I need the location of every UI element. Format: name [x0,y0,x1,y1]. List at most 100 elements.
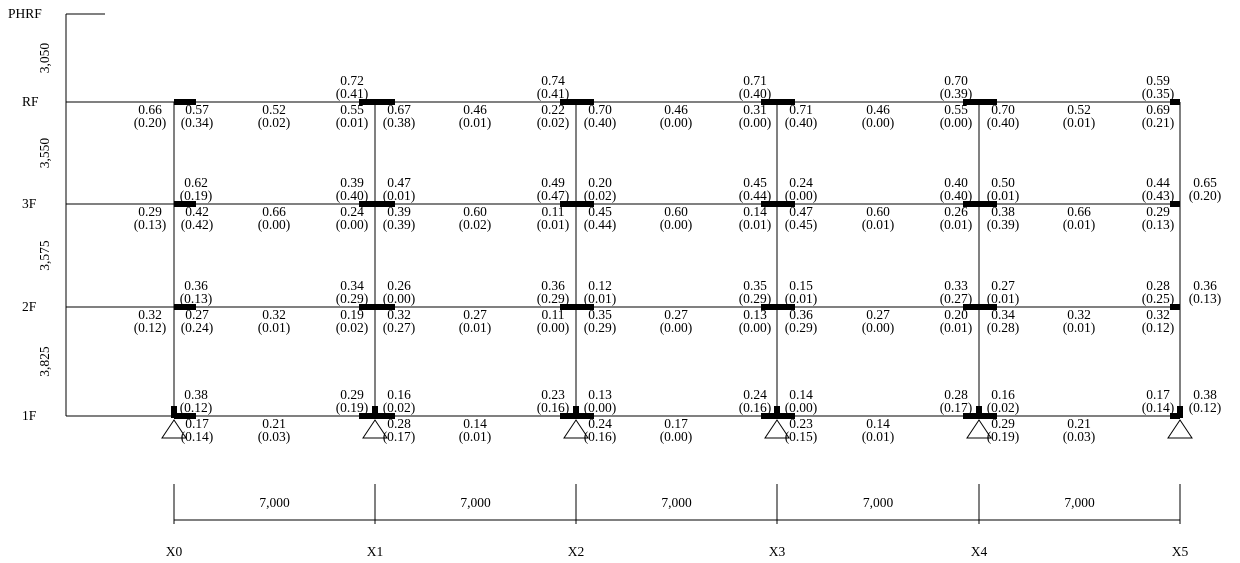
member-ratio-paren: (0.01) [862,217,895,232]
member-ratio-value: 0.59 [1146,73,1170,88]
member-ratio-value: 0.35 [743,278,767,293]
member-ratio-value: 0.69 [1146,102,1170,117]
member-ratio-paren: (0.40) [940,188,973,203]
member-ratio-value: 0.33 [944,278,968,293]
level-label: 2F [22,299,37,314]
rigid-zone-bar [560,304,594,310]
pin-support-icon [362,419,388,439]
member-ratio-paren: (0.03) [258,429,291,444]
member-ratio-paren: (0.34) [181,115,214,130]
member-ratio-paren: (0.00) [940,115,973,130]
member-ratio-paren: (0.00) [785,400,818,415]
labels: PHRFRF3F2F1F3,0503,5503,5753,8250.72(0.4… [8,6,1221,559]
member-ratio-paren: (0.01) [459,429,492,444]
member-ratio-value: 0.60 [664,204,688,219]
member-ratio-paren: (0.02) [459,217,492,232]
member-ratio-value: 0.49 [541,175,565,190]
member-ratio-value: 0.32 [1146,307,1170,322]
member-ratio-paren: (0.29) [584,320,617,335]
member-ratio-value: 0.34 [991,307,1015,322]
member-ratio-paren: (0.01) [862,429,895,444]
support-post [774,406,780,418]
rigid-zone-bar [963,304,997,310]
member-ratio-value: 0.71 [743,73,767,88]
level-label: PHRF [8,6,42,21]
member-ratio-value: 0.52 [1067,102,1091,117]
member-ratio-paren: (0.35) [1142,86,1175,101]
rigid-zone-bar [963,201,997,207]
member-ratio-paren: (0.28) [987,320,1020,335]
member-ratio-value: 0.12 [588,278,612,293]
member-ratio-paren: (0.38) [383,115,416,130]
member-ratio-value: 0.17 [664,416,688,431]
story-height-label: 3,825 [37,346,52,377]
member-ratio-value: 0.70 [944,73,968,88]
member-ratio-paren: (0.00) [660,320,693,335]
member-ratio-paren: (0.20) [1189,188,1222,203]
member-ratio-paren: (0.01) [459,115,492,130]
member-ratio-paren: (0.42) [181,217,214,232]
member-ratio-paren: (0.16) [739,400,772,415]
member-ratio-value: 0.14 [789,387,813,402]
member-ratio-paren: (0.19) [987,429,1020,444]
member-ratio-value: 0.47 [789,204,813,219]
grid-line-label: X0 [166,544,183,559]
member-ratio-paren: (0.00) [537,320,570,335]
member-ratio-value: 0.15 [789,278,813,293]
rigid-zone-bar [963,99,997,105]
level-label: 3F [22,196,37,211]
rigid-zone-bar [1170,304,1180,310]
member-ratio-value: 0.46 [866,102,890,117]
member-ratio-value: 0.23 [789,416,813,431]
member-ratio-paren: (0.25) [1142,291,1175,306]
grid-line-label: X2 [568,544,585,559]
member-ratio-paren: (0.01) [739,217,772,232]
rigid-zone-bar [761,99,795,105]
member-ratio-value: 0.24 [588,416,612,431]
member-ratio-paren: (0.01) [987,291,1020,306]
member-ratio-value: 0.29 [1146,204,1170,219]
level-label: RF [22,94,39,109]
member-ratio-value: 0.24 [743,387,767,402]
member-ratio-paren: (0.40) [987,115,1020,130]
member-ratio-paren: (0.19) [336,400,369,415]
member-ratio-paren: (0.00) [336,217,369,232]
member-ratio-value: 0.27 [991,278,1015,293]
member-ratio-paren: (0.02) [336,320,369,335]
member-ratio-paren: (0.02) [258,115,291,130]
member-ratio-paren: (0.01) [258,320,291,335]
member-ratio-value: 0.52 [262,102,286,117]
member-ratio-paren: (0.00) [584,400,617,415]
member-ratio-paren: (0.13) [180,291,213,306]
level-label: 1F [22,408,37,423]
member-ratio-value: 0.17 [185,416,209,431]
rigid-zone-bar [560,201,594,207]
member-ratio-paren: (0.17) [383,429,416,444]
rigid-zone-bar [174,413,196,419]
member-ratio-value: 0.74 [541,73,565,88]
member-ratio-value: 0.23 [541,387,565,402]
support-post [171,406,177,418]
member-ratio-value: 0.31 [743,102,767,117]
rigid-zone-bar [359,201,395,207]
rigid-zone-bar [1170,413,1180,419]
member-ratio-value: 0.24 [340,204,364,219]
member-ratio-paren: (0.16) [584,429,617,444]
member-ratio-paren: (0.39) [383,217,416,232]
member-ratio-value: 0.36 [541,278,565,293]
member-ratio-value: 0.72 [340,73,364,88]
supports [161,406,1193,439]
member-ratio-value: 0.34 [340,278,364,293]
member-ratio-value: 0.32 [387,307,411,322]
member-ratio-value: 0.21 [1067,416,1091,431]
rigid-zone-bar [761,201,795,207]
member-ratio-value: 0.14 [866,416,890,431]
member-ratio-value: 0.29 [991,416,1015,431]
rigid-zone-bar [174,304,196,310]
pin-support-icon [966,419,992,439]
member-ratio-paren: (0.44) [739,188,772,203]
member-ratio-value: 0.66 [138,102,162,117]
member-ratio-paren: (0.01) [383,188,416,203]
member-ratio-paren: (0.29) [785,320,818,335]
pin-support-icon [764,419,790,439]
